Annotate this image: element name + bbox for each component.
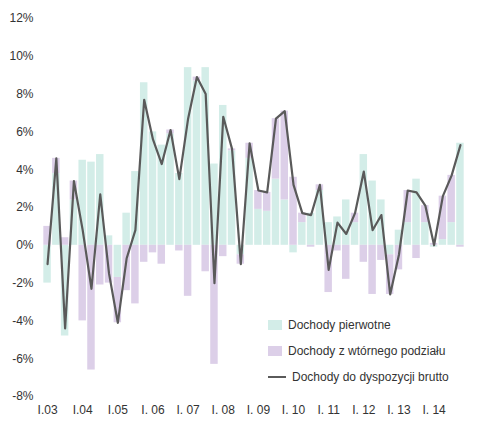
svg-text:10%: 10%: [9, 49, 33, 63]
svg-text:I. 06: I. 06: [141, 403, 165, 417]
svg-text:-8%: -8%: [12, 389, 34, 403]
svg-text:-2%: -2%: [12, 276, 34, 290]
svg-text:-4%: -4%: [12, 314, 34, 328]
svg-text:I. 09: I. 09: [247, 403, 271, 417]
svg-text:I. 13: I. 13: [387, 403, 411, 417]
svg-text:I. 07: I. 07: [176, 403, 200, 417]
svg-text:12%: 12%: [9, 11, 33, 25]
svg-text:0%: 0%: [16, 238, 34, 252]
svg-text:I. 10: I. 10: [282, 403, 306, 417]
svg-text:6%: 6%: [16, 125, 34, 139]
svg-text:I.04: I.04: [73, 403, 93, 417]
svg-text:-6%: -6%: [12, 352, 34, 366]
svg-text:8%: 8%: [16, 87, 34, 101]
svg-text:I. 12: I. 12: [352, 403, 376, 417]
svg-text:I.05: I.05: [108, 403, 128, 417]
html-text:Dochody z wtórnego podziału: Dochody z wtórnego podziału: [288, 344, 446, 358]
svg-text:2%: 2%: [16, 200, 34, 214]
html-text:Dochody pierwotne: Dochody pierwotne: [288, 318, 391, 332]
svg-text:I. 14: I. 14: [422, 403, 446, 417]
svg-text:4%: 4%: [16, 163, 34, 177]
svg-text:I.03: I.03: [38, 403, 58, 417]
svg-text:I. 08: I. 08: [212, 403, 236, 417]
html-text:Dochody do dyspozycji brutto: Dochody do dyspozycji brutto: [292, 370, 449, 384]
svg-text:I. 11: I. 11: [317, 403, 340, 417]
